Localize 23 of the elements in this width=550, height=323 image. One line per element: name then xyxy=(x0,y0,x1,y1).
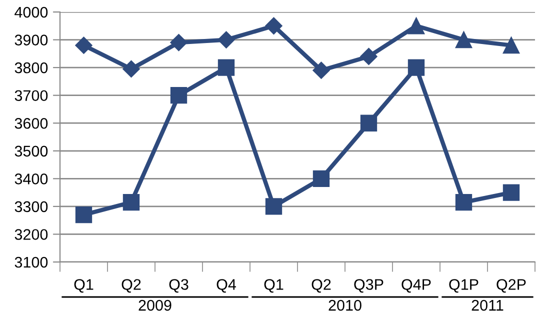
y-tick-label: 3700 xyxy=(14,90,48,102)
x-tick-label: Q1P xyxy=(449,279,478,293)
x-tick-label: Q1 xyxy=(264,279,284,293)
y-tick-label: 3500 xyxy=(14,146,48,157)
x-tick-label: Q2 xyxy=(312,279,331,293)
y-tick-label: 3100 xyxy=(14,256,48,268)
y-tick-label: 3800 xyxy=(14,62,48,74)
x-tick-label: Q4P xyxy=(402,279,431,293)
x-tick-label: Q3 xyxy=(169,279,188,293)
text: 2011 xyxy=(472,300,504,311)
y-tick-label: 4000 xyxy=(14,6,48,18)
y-tick-label: 3300 xyxy=(14,201,48,212)
y-tick-label: 3200 xyxy=(14,229,48,240)
y-tick-label: 3400 xyxy=(14,174,48,184)
y-tick-label: 3900 xyxy=(14,34,48,46)
x-tick-label: Q4 xyxy=(216,279,236,293)
x-tick-label: Q1 xyxy=(74,279,94,293)
y-tick-label: 3600 xyxy=(14,118,48,129)
text: 2009 xyxy=(138,300,172,311)
x-tick-label: Q3P xyxy=(354,279,384,293)
x-tick-label: Q2 xyxy=(122,279,141,293)
x-tick-label: Q2P xyxy=(496,279,526,293)
text: 2010 xyxy=(328,300,362,311)
